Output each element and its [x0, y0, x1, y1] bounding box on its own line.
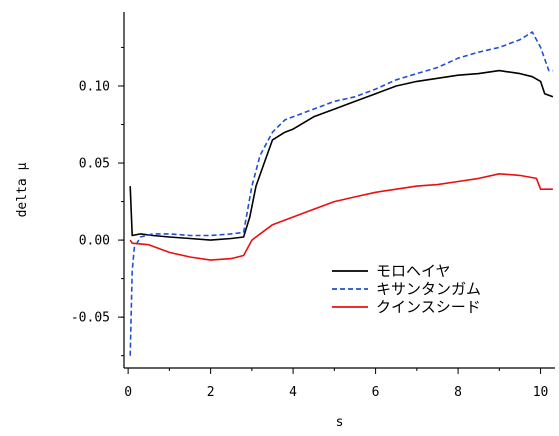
- x-tick-label: 0: [124, 385, 132, 400]
- x-axis-label: s: [336, 415, 344, 430]
- legend-label-2: クインスシード: [376, 298, 481, 316]
- y-axis-label: delta μ: [15, 162, 30, 217]
- series-line-1: [129, 31, 553, 356]
- x-tick-label: 4: [289, 385, 297, 400]
- legend-label-0: モロヘイヤ: [376, 262, 451, 280]
- y-tick-label: 0.05: [79, 157, 110, 172]
- series-line-0: [129, 69, 554, 241]
- plot-area: [129, 31, 554, 356]
- y-tick-label: -0.05: [71, 311, 110, 326]
- x-tick-label: 8: [454, 385, 462, 400]
- ticks: 0 2 4 6 8 10 -0.05 0.00 0.05 0.10: [71, 46, 549, 400]
- x-tick-label: 10: [533, 385, 549, 400]
- y-tick-label: 0.00: [79, 234, 110, 249]
- y-tick-label: 0.10: [79, 79, 110, 94]
- x-tick-label: 6: [372, 385, 380, 400]
- legend-label-1: キサンタンガム: [376, 280, 481, 298]
- series-line-2: [129, 173, 553, 261]
- x-tick-label: 2: [207, 385, 215, 400]
- axes: [123, 12, 555, 369]
